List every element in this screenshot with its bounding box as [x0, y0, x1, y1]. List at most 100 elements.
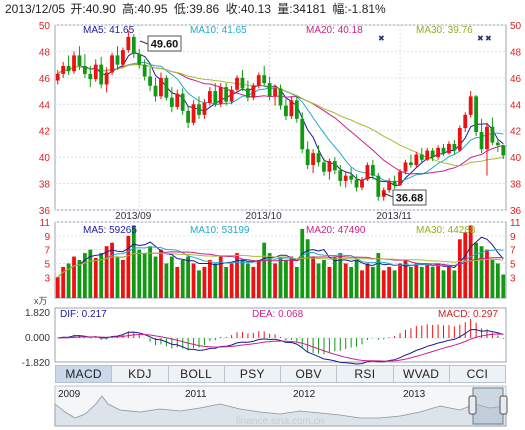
candle-body	[88, 73, 93, 80]
candle-body	[142, 64, 147, 77]
volume-bar	[311, 256, 316, 298]
volume-bar	[338, 253, 343, 298]
candle-body	[121, 50, 125, 65]
volume-bar	[300, 228, 305, 298]
candle-body	[267, 83, 272, 97]
volume-tick-left: 11	[40, 218, 51, 229]
low-callout: 36.68	[382, 189, 427, 206]
ma5-legend: MA5: 41.65	[83, 25, 135, 36]
overview-navigator[interactable]: 2009 2011 2012 2013 finance.sina.com.cn	[54, 385, 508, 427]
macd-lines	[57, 329, 504, 365]
macd-panel: DIF: 0.217 DEA: 0.068 MACD: 0.297 1.820 …	[22, 307, 507, 369]
candle-body	[273, 88, 277, 97]
candle-body	[457, 128, 462, 151]
candle-body	[126, 36, 131, 51]
tab-cci[interactable]: CCI	[466, 367, 489, 381]
overview-selection[interactable]	[472, 387, 504, 425]
volume-bar	[197, 270, 201, 298]
tab-kdj[interactable]: KDJ	[112, 366, 169, 382]
tab-macd[interactable]: MACD	[56, 366, 113, 382]
volume-bar	[376, 253, 381, 298]
candle-body	[93, 64, 98, 80]
overview-left-handle[interactable]	[468, 395, 477, 415]
price-tick-right: 48	[510, 47, 522, 58]
candle-body	[66, 65, 71, 72]
candle-body	[159, 77, 163, 97]
volume-bar	[72, 256, 76, 298]
volume-bar	[245, 263, 250, 298]
overview-year-2009: 2009	[58, 389, 81, 400]
candle-body	[99, 64, 104, 85]
volume-bar	[278, 256, 283, 298]
volume-bar	[441, 270, 446, 298]
volume-bar	[121, 260, 125, 298]
tab-rsi[interactable]: RSI	[337, 366, 394, 382]
candle-body	[436, 147, 440, 158]
candle-body	[137, 54, 142, 65]
volume-bar	[153, 256, 158, 298]
date-axis-label: 2013/10	[246, 211, 283, 222]
volume-bar	[474, 242, 479, 298]
event-marker-icon: ✖	[378, 34, 385, 43]
volume-tick-left: 3	[44, 273, 50, 284]
overview-right-handle[interactable]	[499, 395, 508, 415]
candle-body	[332, 161, 337, 171]
volume-bar	[284, 260, 288, 298]
candle-body	[110, 55, 114, 73]
tab-wvad[interactable]: WVAD	[394, 366, 450, 382]
volume-bar	[251, 266, 256, 298]
price-tick-right: 40	[510, 153, 522, 164]
candle-body	[180, 93, 185, 111]
volume-bar	[202, 266, 207, 298]
candle-body	[447, 143, 451, 154]
volume-bar	[229, 263, 234, 298]
volume-bar	[148, 246, 152, 298]
volume-bar	[360, 270, 364, 298]
candle-body	[186, 110, 191, 123]
volume-axis: 3 3 5 5 7 7 9 9 11 11	[40, 218, 521, 284]
macd-y-mid: 0.000	[25, 333, 50, 344]
candle-body	[414, 154, 419, 166]
volume-bar	[332, 256, 337, 298]
volume-bar	[419, 266, 424, 298]
volume-bar	[365, 263, 370, 298]
price-tick-right: 42	[510, 127, 522, 138]
header-change-label: 幅:	[332, 1, 347, 16]
volume-ma5-legend: MA5: 59265	[83, 225, 137, 236]
candle-body	[403, 162, 408, 172]
candle-body	[294, 100, 299, 119]
overview-year-2011: 2011	[185, 389, 207, 400]
volume-bar	[159, 249, 163, 298]
volume-bar	[180, 260, 185, 298]
overview-year-2013: 2013	[403, 389, 426, 400]
volume-bar	[289, 256, 294, 298]
volume-tick-right: 11	[510, 218, 521, 229]
header-low: 39.86	[189, 2, 219, 16]
tab-psy[interactable]: PSY	[225, 366, 281, 382]
candle-body	[322, 162, 326, 172]
header-close: 40.13	[241, 2, 271, 16]
volume-bar	[354, 260, 359, 298]
candle-body	[425, 150, 430, 160]
price-axis: 36 36 38 38 40 40 42 42 44 44 46 46 48 48 50 50	[39, 21, 522, 217]
volume-bar	[262, 242, 267, 298]
date-axis-label: 2013/11	[376, 211, 412, 222]
candle-body	[300, 118, 305, 150]
volume-bar	[88, 249, 93, 298]
volume-bar	[186, 256, 191, 298]
tab-boll[interactable]: BOLL	[169, 366, 225, 382]
volume-tick-right: 3	[510, 273, 516, 284]
volume-bar	[131, 225, 136, 298]
tab-obv[interactable]: OBV	[281, 366, 338, 382]
volume-bar	[110, 242, 114, 298]
candle-body	[235, 77, 239, 90]
overview-watermark: finance.sina.com.cn	[236, 416, 324, 427]
volume-bar	[316, 263, 321, 298]
candle-body	[311, 153, 316, 166]
price-date-axis: 2013/09 2013/10 2013/11	[115, 211, 412, 222]
candle-body	[164, 77, 169, 98]
volume-bar	[430, 266, 435, 298]
candle-body	[175, 93, 180, 107]
volume-bar	[175, 266, 180, 298]
